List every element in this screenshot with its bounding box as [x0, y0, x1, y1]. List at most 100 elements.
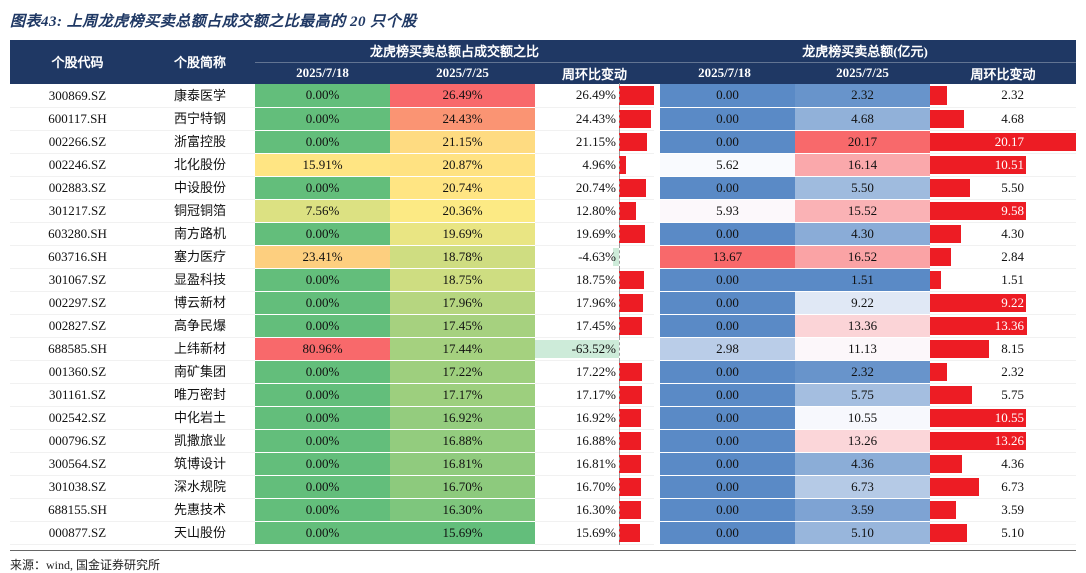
table-row: 301217.SZ 铜冠铜箔 7.56% 20.36% 12.80% 5.93 15.52 9… — [10, 198, 1077, 223]
stock-code: 688585.SH — [10, 337, 145, 361]
amount-prev: 0.00 — [660, 452, 795, 476]
ratio-change-value: 4.96% — [582, 156, 616, 172]
table-header: 个股代码 个股简称 龙虎榜买卖总额占成交额之比 龙虎榜买卖总额(亿元) 2025… — [10, 40, 1077, 85]
stock-name: 深水规院 — [145, 475, 255, 499]
ratio-curr: 17.22% — [390, 360, 535, 384]
amount-change-value: 2.32 — [1001, 87, 1025, 103]
ratio-prev: 0.00% — [255, 452, 390, 476]
column-gap — [654, 199, 660, 223]
ratio-prev: 0.00% — [255, 383, 390, 407]
column-gap — [654, 107, 660, 131]
ratio-change: 12.80% — [535, 198, 654, 223]
ratio-prev: 0.00% — [255, 521, 390, 545]
amount-curr: 9.22 — [795, 291, 930, 315]
header-date-row: 2025/7/18 2025/7/25 周环比变动 2025/7/18 2025… — [10, 62, 1077, 84]
amount-change-bar — [930, 408, 1027, 427]
table-row: 600117.SH 西宁特钢 0.00% 24.43% 24.43% 0.00 4.68 4.… — [10, 106, 1077, 131]
amount-curr: 13.36 — [795, 314, 930, 338]
ratio-curr: 20.87% — [390, 153, 535, 177]
col-header-amount-wow: 周环比变动 — [930, 62, 1077, 84]
ratio-prev: 0.00% — [255, 268, 390, 292]
databar-axis — [618, 359, 620, 384]
databar-axis — [618, 474, 620, 499]
ratio-change-value: 16.81% — [575, 455, 616, 471]
stock-code: 300869.SZ — [10, 84, 145, 108]
ratio-curr: 16.30% — [390, 498, 535, 522]
ratio-change-bar — [618, 408, 642, 427]
amount-change: 13.26 — [930, 429, 1077, 453]
stock-code: 600117.SH — [10, 107, 145, 131]
ratio-change-value: 16.70% — [575, 478, 616, 494]
databar-axis — [618, 497, 620, 522]
amount-curr: 5.10 — [795, 521, 930, 545]
amount-change: 1.51 — [930, 268, 1077, 292]
ratio-prev: 0.00% — [255, 84, 390, 108]
stock-code: 301038.SZ — [10, 475, 145, 499]
column-gap — [654, 130, 660, 154]
amount-change-value: 1.51 — [1001, 271, 1025, 287]
stock-code: 603280.SH — [10, 222, 145, 246]
stock-name: 南矿集团 — [145, 360, 255, 384]
stock-code: 002266.SZ — [10, 130, 145, 154]
ratio-change-bar — [618, 500, 641, 519]
ratio-curr: 17.96% — [390, 291, 535, 315]
table-row: 000796.SZ 凯撒旅业 0.00% 16.88% 16.88% 0.00 13.26 1… — [10, 428, 1077, 453]
ratio-change-bar — [618, 316, 643, 335]
ratio-prev: 7.56% — [255, 199, 390, 223]
amount-change: 9.22 — [930, 291, 1077, 315]
ratio-change-value: -4.63% — [578, 248, 616, 264]
stock-name: 高争民爆 — [145, 314, 255, 338]
col-header-ratio-curr: 2025/7/25 — [390, 62, 535, 84]
col-group-ratio: 龙虎榜买卖总额占成交额之比 — [255, 40, 654, 63]
amount-curr: 4.36 — [795, 452, 930, 476]
amount-change-bar — [930, 293, 1027, 312]
stock-name: 博云新材 — [145, 291, 255, 315]
amount-curr: 6.73 — [795, 475, 930, 499]
amount-curr: 15.52 — [795, 199, 930, 223]
ratio-change-bar — [618, 293, 643, 312]
stock-name: 浙富控股 — [145, 130, 255, 154]
databar-axis — [618, 198, 620, 223]
ratio-prev: 0.00% — [255, 498, 390, 522]
databar-axis — [618, 267, 620, 292]
amount-change: 20.17 — [930, 130, 1077, 154]
databar-axis — [618, 405, 620, 430]
stock-name: 西宁特钢 — [145, 107, 255, 131]
amount-change-bar — [930, 155, 1027, 174]
amount-prev: 0.00 — [660, 176, 795, 200]
amount-prev: 5.62 — [660, 153, 795, 177]
ratio-curr: 26.49% — [390, 84, 535, 108]
ratio-change-bar — [618, 362, 642, 381]
databar-axis — [618, 129, 620, 154]
stock-code: 603716.SH — [10, 245, 145, 269]
col-header-amount-curr: 2025/7/25 — [795, 62, 930, 84]
amount-change-value: 4.36 — [1001, 455, 1025, 471]
amount-prev: 5.93 — [660, 199, 795, 223]
stock-code: 301067.SZ — [10, 268, 145, 292]
amount-change-bar — [930, 270, 941, 289]
ratio-change-bar — [618, 86, 654, 105]
ratio-change-bar — [618, 477, 642, 496]
stock-code: 000796.SZ — [10, 429, 145, 453]
table-row: 300869.SZ 康泰医学 0.00% 26.49% 26.49% 0.00 2.32 2.… — [10, 83, 1077, 108]
amount-change: 4.30 — [930, 222, 1077, 246]
amount-prev: 0.00 — [660, 222, 795, 246]
amount-prev: 13.67 — [660, 245, 795, 269]
stock-name: 铜冠铜箔 — [145, 199, 255, 223]
amount-change-value: 13.36 — [994, 317, 1025, 333]
ratio-curr: 21.15% — [390, 130, 535, 154]
amount-change-bar — [930, 86, 947, 105]
ratio-prev: 15.91% — [255, 153, 390, 177]
databar-axis — [618, 336, 620, 361]
ratio-change: 18.75% — [535, 267, 654, 292]
stock-code: 300564.SZ — [10, 452, 145, 476]
column-gap — [654, 84, 660, 108]
ratio-change-value: 15.69% — [575, 524, 616, 540]
ratio-prev: 0.00% — [255, 222, 390, 246]
ratio-change-value: 18.75% — [575, 271, 616, 287]
stock-name: 南方路机 — [145, 222, 255, 246]
amount-curr: 13.26 — [795, 429, 930, 453]
amount-curr: 2.32 — [795, 360, 930, 384]
amount-change-bar — [930, 201, 1027, 220]
ratio-change-value: -63.52% — [571, 340, 616, 356]
